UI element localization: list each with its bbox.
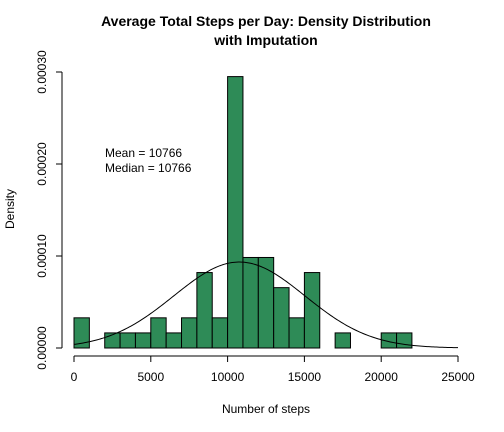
histogram-bar [303,272,321,349]
histogram-bar [227,76,244,349]
density-curve-group [73,261,459,349]
histogram-bar [396,332,413,349]
y-tick-label: 0.00020 [35,142,49,186]
x-tick-label: 20000 [365,370,399,384]
histogram-bar [119,332,136,349]
histogram-bar [165,332,183,349]
y-tick-label: 0.00030 [35,50,49,94]
x-tick-label: 15000 [288,370,322,384]
histogram-bar [73,317,90,349]
histogram-bar [334,332,351,349]
x-tick-label: 0 [71,370,78,384]
x-tick-label: 5000 [137,370,164,384]
chart-title-line-1: Average Total Steps per Day: Density Dis… [101,13,431,29]
median-annotation: Median = 10766 [105,161,192,175]
x-tick-label: 25000 [441,370,475,384]
histogram-bar [257,256,275,349]
mean-annotation: Mean = 10766 [105,146,182,160]
x-axis-label: Number of steps [222,402,310,416]
chart-title-line-2: with Imputation [213,32,317,48]
histogram-bar [242,256,259,349]
histogram-bar [288,317,305,349]
y-axis: 0.00000 0.00010 0.00020 0.00030 [35,50,63,370]
x-tick-label: 10000 [211,370,245,384]
y-tick-label: 0.00010 [35,234,49,278]
histogram-bar [181,317,198,349]
y-axis-label: Density [3,189,17,229]
x-axis: 0 5000 10000 15000 20000 25000 [71,355,475,384]
histogram-bar [134,332,152,349]
histogram-bar [150,317,167,349]
histogram-bar [196,272,213,349]
y-tick-label: 0.00000 [35,326,49,370]
histogram-bar [273,287,290,349]
histogram-bar [211,317,229,349]
density-curve [73,261,459,349]
histogram-bars [73,76,413,349]
